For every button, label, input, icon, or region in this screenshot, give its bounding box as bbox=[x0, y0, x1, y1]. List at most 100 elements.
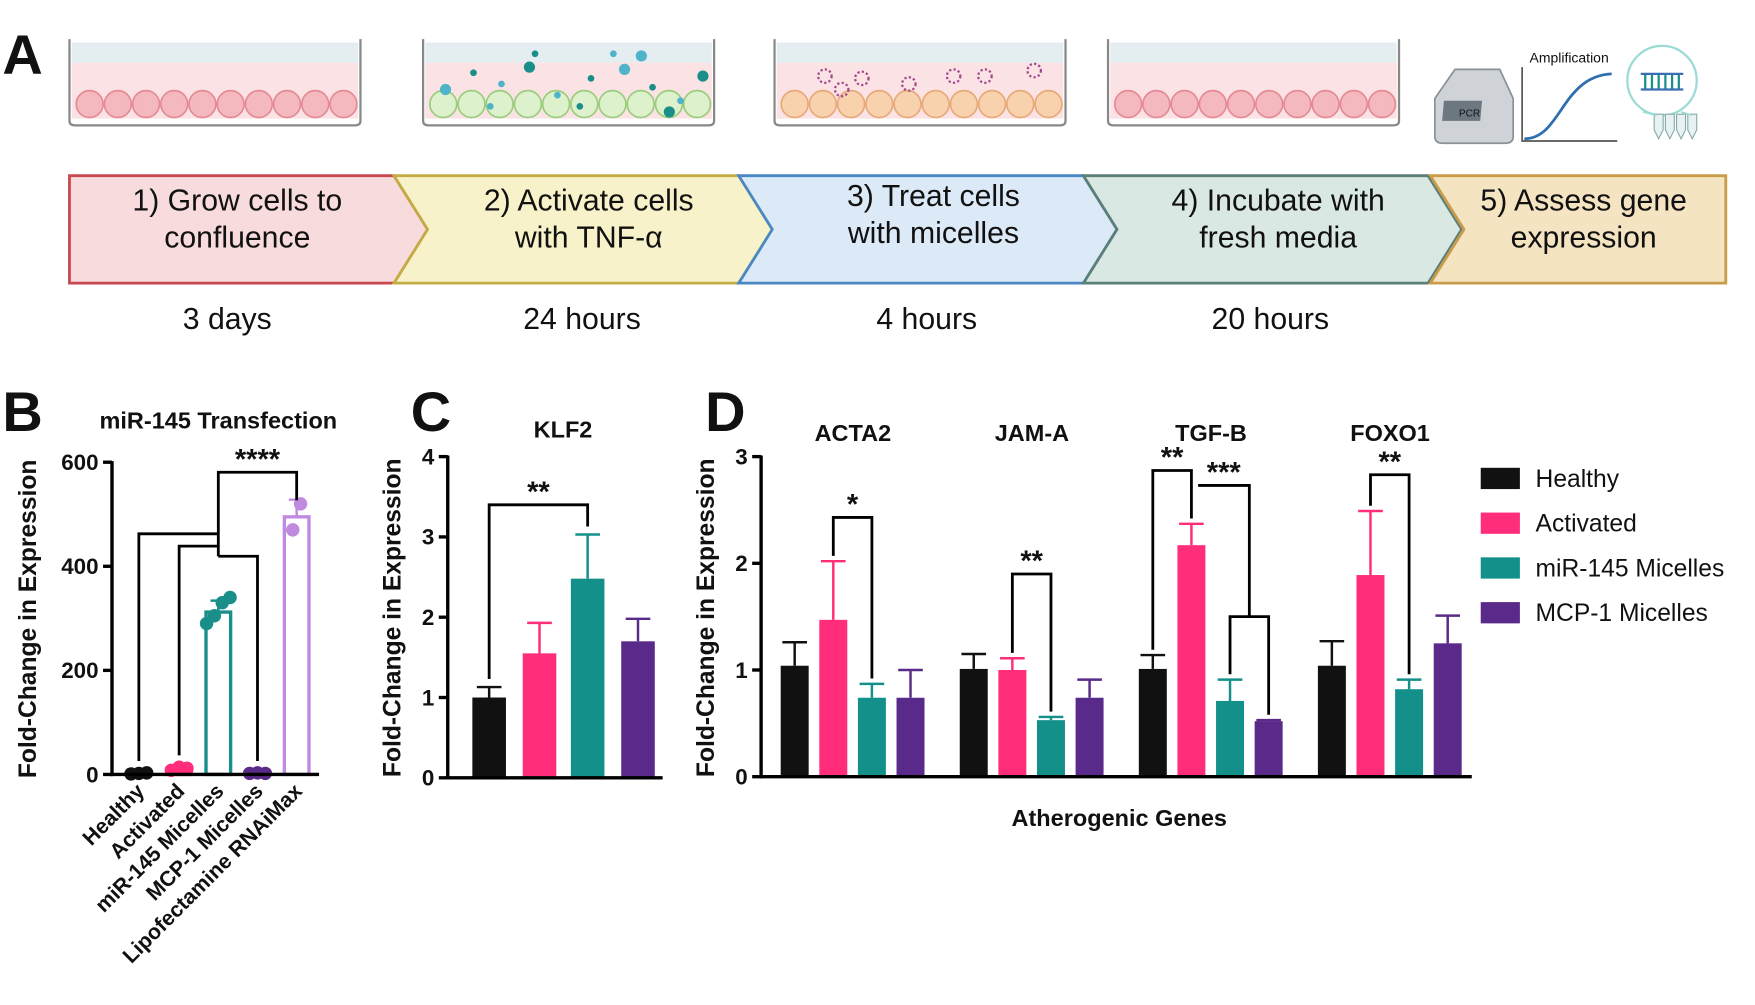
significance-bracket bbox=[216, 470, 299, 557]
pcr-label: PCR bbox=[1459, 108, 1480, 119]
significance-bracket bbox=[831, 516, 874, 679]
cell bbox=[808, 89, 838, 119]
group-title: JAM-A bbox=[995, 420, 1069, 446]
y-tick-label: 2 bbox=[735, 551, 747, 576]
error-bar bbox=[961, 652, 987, 669]
bar bbox=[1395, 689, 1424, 777]
bar bbox=[621, 641, 655, 778]
cell bbox=[1283, 89, 1312, 119]
bar bbox=[570, 578, 605, 778]
legend-label: miR-145 Micelles bbox=[1536, 555, 1725, 582]
significance-bracket bbox=[1198, 484, 1251, 617]
cell bbox=[131, 89, 161, 119]
bar bbox=[522, 653, 557, 778]
bar bbox=[1075, 697, 1104, 777]
y-tick-label: 4 bbox=[422, 444, 435, 469]
dish-wall bbox=[1106, 39, 1401, 127]
panel-label: A bbox=[2, 23, 42, 86]
cell bbox=[1339, 89, 1369, 119]
legend-label: Activated bbox=[1536, 511, 1637, 538]
significance-label: ** bbox=[1020, 546, 1043, 578]
particle bbox=[587, 74, 595, 82]
cell bbox=[893, 89, 922, 119]
cell bbox=[485, 89, 514, 119]
chart-title: KLF2 bbox=[534, 417, 593, 443]
bar bbox=[857, 697, 886, 777]
legend-label: Healthy bbox=[1536, 466, 1620, 493]
tube bbox=[1687, 113, 1698, 141]
error-bar bbox=[1319, 639, 1345, 666]
cell bbox=[1142, 89, 1171, 119]
dish-air bbox=[1110, 42, 1397, 63]
cell bbox=[541, 89, 571, 119]
bar bbox=[780, 665, 809, 777]
cell bbox=[428, 89, 458, 119]
tube bbox=[1676, 113, 1687, 141]
group-title: TGF-B bbox=[1175, 420, 1247, 446]
cell bbox=[1226, 89, 1256, 119]
bar bbox=[1138, 668, 1167, 777]
step-duration: 24 hours bbox=[523, 303, 641, 336]
dish-wall bbox=[422, 39, 716, 127]
particle bbox=[677, 97, 684, 105]
legend-swatch bbox=[1480, 602, 1520, 624]
cell bbox=[626, 89, 655, 119]
x-axis-label: Atherogenic Genes bbox=[1011, 805, 1226, 831]
micelle bbox=[853, 70, 870, 87]
micelle bbox=[945, 68, 962, 84]
amplification-label: Amplification bbox=[1530, 50, 1609, 66]
y-tick-label: 2 bbox=[422, 605, 434, 630]
zoom-circle bbox=[1626, 44, 1698, 117]
error-bar bbox=[898, 668, 923, 698]
y-tick-label: 200 bbox=[61, 658, 98, 683]
bar bbox=[1177, 545, 1206, 777]
error-bar bbox=[820, 559, 846, 620]
cell bbox=[1006, 89, 1035, 119]
legend-label: MCP-1 Micelles bbox=[1536, 600, 1708, 627]
micelle bbox=[817, 68, 833, 84]
data-point bbox=[207, 609, 222, 623]
cell bbox=[300, 89, 330, 119]
pcr-screen bbox=[1442, 100, 1482, 121]
step-label: with micelles bbox=[847, 217, 1019, 250]
particle bbox=[697, 70, 709, 82]
bar bbox=[1433, 643, 1462, 777]
bar bbox=[282, 515, 311, 777]
error-bar bbox=[1217, 678, 1243, 701]
cell bbox=[1034, 89, 1063, 119]
error-bar bbox=[1435, 614, 1461, 644]
cell bbox=[570, 89, 599, 119]
y-axis-label: Fold-Change in Expression bbox=[693, 458, 720, 777]
cell bbox=[682, 89, 712, 119]
plot-axes bbox=[1521, 67, 1618, 142]
dish-wall bbox=[773, 39, 1067, 127]
bar bbox=[998, 670, 1027, 777]
step-duration: 3 days bbox=[183, 303, 272, 336]
particle bbox=[618, 63, 631, 75]
step-arrow bbox=[1080, 174, 1464, 285]
step-duration: 20 hours bbox=[1212, 303, 1330, 336]
particle bbox=[576, 102, 584, 110]
y-axis-label: Fold-Change in Expression bbox=[15, 460, 42, 779]
legend-swatch bbox=[1480, 557, 1520, 579]
cell bbox=[1113, 89, 1143, 119]
legend-swatch bbox=[1480, 467, 1520, 490]
y-tick-label: 600 bbox=[61, 450, 98, 475]
tube bbox=[1653, 113, 1664, 141]
particle bbox=[610, 50, 617, 58]
cell bbox=[244, 89, 274, 119]
bar bbox=[959, 668, 988, 777]
bar bbox=[1317, 665, 1346, 777]
legend-swatch bbox=[1480, 512, 1520, 534]
panel-label: B bbox=[2, 380, 42, 443]
step-label: expression bbox=[1511, 221, 1657, 254]
bar bbox=[1254, 721, 1283, 777]
y-tick-label: 1 bbox=[735, 658, 747, 683]
y-tick-label: 0 bbox=[422, 766, 434, 791]
cell bbox=[513, 89, 543, 119]
data-point bbox=[286, 523, 300, 537]
group-title: ACTA2 bbox=[815, 420, 892, 446]
y-tick-label: 0 bbox=[735, 765, 747, 790]
particle bbox=[531, 50, 539, 58]
y-tick-label: 400 bbox=[61, 554, 98, 579]
